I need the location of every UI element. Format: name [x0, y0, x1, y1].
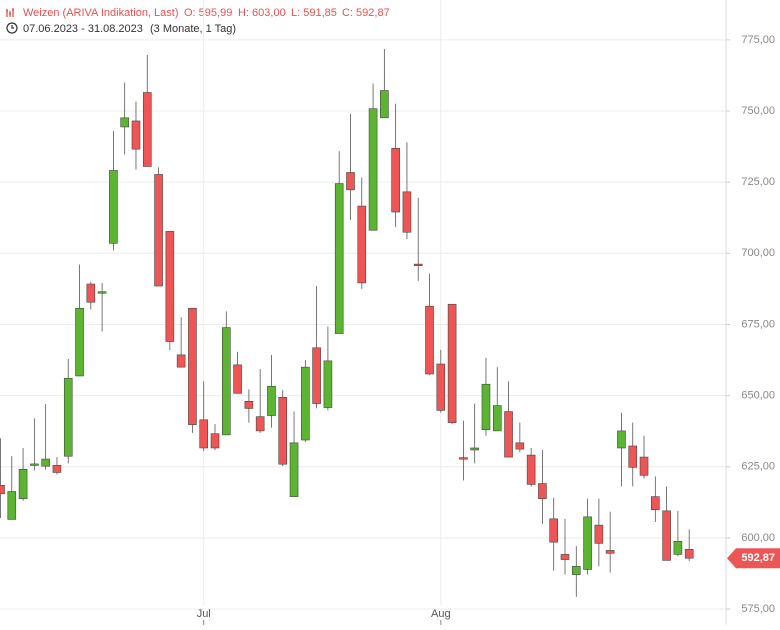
candle-body — [605, 550, 615, 554]
candle-body — [402, 191, 412, 233]
candle-body — [526, 454, 536, 485]
candle-body — [357, 205, 367, 284]
candle-body — [109, 170, 118, 244]
candle-body — [425, 305, 434, 375]
candle-body — [617, 430, 626, 449]
candle-body — [583, 516, 592, 570]
y-tick-label: 625,00 — [741, 461, 775, 473]
price-tag — [727, 548, 780, 569]
candle-body — [86, 283, 96, 303]
candle-body — [120, 117, 129, 128]
y-tick-label: 700,00 — [741, 247, 775, 259]
y-tick-label: 750,00 — [741, 105, 775, 117]
y-tick-label: 600,00 — [741, 532, 775, 544]
candle-body — [154, 174, 163, 287]
x-tick-label: Jul — [197, 608, 211, 620]
high-label: H: 603,00 — [238, 7, 286, 19]
open-label: O: 595,99 — [184, 7, 232, 19]
title: Weizen (ARIVA Indikation, Last) — [23, 7, 179, 19]
period: (3 Monate, 1 Tag) — [150, 23, 236, 35]
candle-body — [165, 231, 175, 342]
candle-icon — [6, 8, 14, 17]
price-tag-label: 592,87 — [741, 552, 775, 564]
x-tick-label: Aug — [431, 608, 451, 620]
candle-body — [413, 263, 423, 266]
candle-body — [538, 483, 547, 499]
candle-body — [244, 400, 254, 409]
candle-body — [278, 397, 288, 465]
candle-body — [323, 360, 333, 408]
candle-body — [549, 518, 559, 543]
candle-body — [504, 411, 513, 458]
candle-body — [233, 364, 242, 394]
candle-body — [142, 92, 152, 167]
candle-body — [380, 90, 389, 119]
candle-body — [492, 405, 502, 432]
candle-body — [368, 108, 378, 231]
clock-hands — [11, 25, 14, 29]
candle-body — [662, 510, 671, 561]
candle-body — [41, 458, 50, 467]
clock-icon — [6, 22, 18, 34]
candle-body — [7, 491, 17, 520]
candle-body — [560, 554, 570, 560]
candle-body — [391, 147, 400, 213]
y-tick-label: 675,00 — [741, 318, 775, 330]
candle-body — [176, 354, 186, 368]
y-tick-label: 575,00 — [741, 603, 775, 615]
candle-body — [447, 303, 457, 423]
candle-body — [481, 383, 491, 431]
candle-body — [628, 445, 638, 468]
candle-body — [131, 120, 141, 150]
candle-body — [639, 456, 649, 476]
candle-body — [594, 524, 604, 544]
candle-body — [684, 549, 694, 559]
candle-body — [97, 291, 107, 294]
candle-body — [52, 465, 62, 473]
candle-body — [63, 377, 73, 457]
candle-body — [436, 363, 446, 411]
close-label: C: 592,87 — [342, 7, 390, 19]
candle-body — [222, 327, 231, 436]
candle-body — [571, 566, 581, 575]
candle-body — [459, 457, 468, 460]
candle-body — [210, 433, 220, 449]
header: Weizen (ARIVA Indikation, Last) O: 595,9… — [6, 7, 390, 35]
candle-body — [30, 463, 39, 466]
candle-body — [18, 469, 28, 499]
candle-body — [267, 385, 276, 416]
candle-body — [199, 419, 209, 449]
candle-body — [651, 496, 660, 511]
candle-body — [346, 172, 355, 191]
candle-body — [334, 183, 344, 334]
y-tick-label: 775,00 — [741, 34, 775, 46]
candle-body — [75, 307, 84, 377]
candle-body — [289, 442, 299, 497]
y-tick-label: 725,00 — [741, 176, 775, 188]
candle-body — [301, 366, 310, 441]
candle-body — [515, 442, 525, 450]
candle-body — [0, 484, 5, 495]
candle-body — [255, 416, 265, 432]
candle-body — [673, 541, 683, 555]
candle-body — [470, 447, 479, 451]
y-tick-label: 650,00 — [741, 390, 775, 402]
low-label: L: 591,85 — [291, 7, 337, 19]
date-range: 07.06.2023 - 31.08.2023 — [23, 23, 143, 35]
candle-body — [188, 307, 197, 425]
candle-body — [312, 347, 321, 404]
